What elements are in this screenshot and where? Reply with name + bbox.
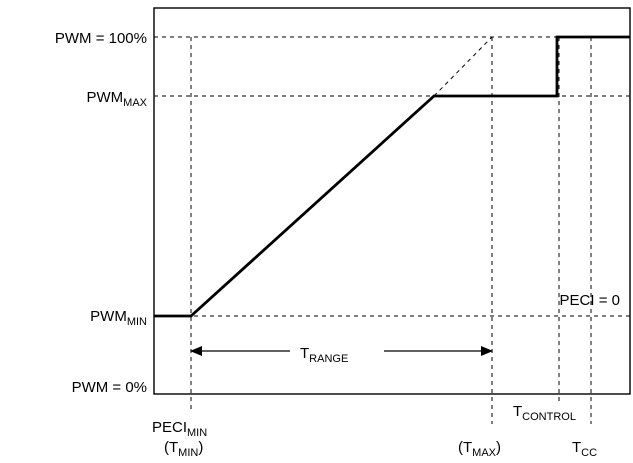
t-range-sub: RANGE <box>309 353 348 365</box>
t-control-sub: CONTROL <box>522 411 576 423</box>
y-label-pwm-min-main: PWM <box>90 308 127 325</box>
t-max-open: (T <box>458 439 472 456</box>
x-label-t-max: (TMAX) <box>458 439 501 459</box>
t-min-close: ) <box>198 439 203 456</box>
y-label-pwm-max-sub: MAX <box>123 97 148 109</box>
peci-min-main: PECI <box>152 419 187 436</box>
x-label-peci-min: PECIMIN <box>152 419 207 439</box>
peci-zero-label: PECI = 0 <box>560 292 620 309</box>
x-label-t-control: TCONTROL <box>513 403 576 423</box>
peci-min-sub: MIN <box>187 427 207 439</box>
x-label-t-cc: TCC <box>572 439 597 459</box>
y-label-pwm-min: PWMMIN <box>90 308 147 328</box>
y-label-pwm-max-main: PWM <box>86 89 123 106</box>
t-range-label: TRANGE <box>300 345 348 365</box>
y-label-pwm-max: PWMMAX <box>86 89 147 109</box>
t-range-main: T <box>300 345 309 362</box>
plot-frame <box>153 7 631 395</box>
pwm-response-curve <box>154 35 630 318</box>
y-label-pwm-0: PWM = 0% <box>72 379 147 396</box>
x-label-t-min: (TMIN) <box>164 439 203 459</box>
t-cc-sub: CC <box>581 447 597 459</box>
t-max-close: ) <box>496 439 501 456</box>
t-min-sub: MIN <box>178 447 198 459</box>
t-min-open: (T <box>164 439 178 456</box>
ramp-extension <box>433 36 493 97</box>
y-label-pwm-min-sub: MIN <box>127 316 147 328</box>
t-control-main: T <box>513 403 522 420</box>
t-max-sub: MAX <box>472 447 497 459</box>
y-label-pwm-100: PWM = 100% <box>55 30 147 47</box>
t-cc-main: T <box>572 439 581 456</box>
